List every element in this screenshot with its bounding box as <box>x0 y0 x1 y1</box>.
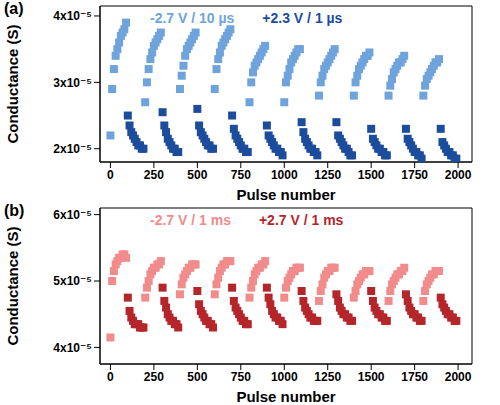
svg-text:4x10⁻⁵: 4x10⁻⁵ <box>53 9 92 23</box>
html-text:-2.7 V / 1 ms: -2.7 V / 1 ms <box>150 212 231 228</box>
svg-text:750: 750 <box>231 370 251 384</box>
svg-text:0: 0 <box>107 370 114 384</box>
svg-text:2x10⁻⁵: 2x10⁻⁵ <box>53 142 92 156</box>
svg-text:Conductance (S): Conductance (S) <box>8 226 21 345</box>
svg-text:4x10⁻⁵: 4x10⁻⁵ <box>53 341 92 355</box>
svg-text:3x10⁻⁵: 3x10⁻⁵ <box>53 76 92 90</box>
svg-text:500: 500 <box>187 370 207 384</box>
html-text:+2.3 V / 1 µs: +2.3 V / 1 µs <box>262 10 343 26</box>
html-text:-2.7 V / 10 µs: -2.7 V / 10 µs <box>150 10 235 26</box>
svg-text:1500: 1500 <box>358 370 385 384</box>
svg-text:Pulse number: Pulse number <box>236 186 335 202</box>
html-text:+2.7 V / 1 ms: +2.7 V / 1 ms <box>258 212 344 228</box>
svg-text:Pulse number: Pulse number <box>236 388 335 404</box>
svg-text:1000: 1000 <box>271 168 298 182</box>
svg-text:1750: 1750 <box>401 370 428 384</box>
html-text:(a): (a) <box>4 0 24 17</box>
svg-text:1250: 1250 <box>314 370 341 384</box>
svg-text:250: 250 <box>144 370 164 384</box>
svg-text:250: 250 <box>144 168 164 182</box>
svg-text:5x10⁻⁵: 5x10⁻⁵ <box>53 274 92 288</box>
svg-text:1250: 1250 <box>314 168 341 182</box>
svg-text:1000: 1000 <box>271 370 298 384</box>
svg-text:2000: 2000 <box>445 168 472 182</box>
svg-text:Conductance (S): Conductance (S) <box>8 24 21 143</box>
svg-text:6x10⁻⁵: 6x10⁻⁵ <box>53 208 92 222</box>
svg-text:500: 500 <box>187 168 207 182</box>
svg-text:1750: 1750 <box>401 168 428 182</box>
svg-text:750: 750 <box>231 168 251 182</box>
svg-text:1500: 1500 <box>358 168 385 182</box>
svg-text:0: 0 <box>107 168 114 182</box>
svg-text:2000: 2000 <box>445 370 472 384</box>
html-text:(b): (b) <box>4 202 25 219</box>
